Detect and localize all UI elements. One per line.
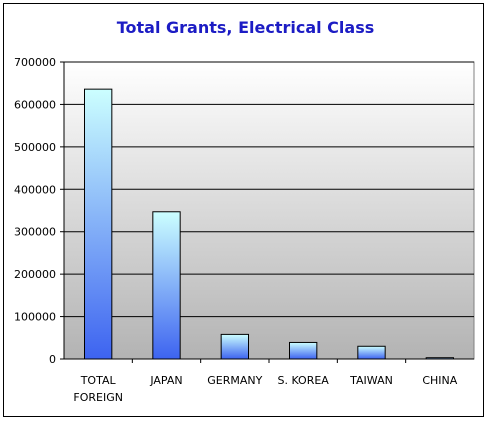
chart-title: Total Grants, Electrical Class: [116, 18, 375, 37]
y-tick-label: 600000: [14, 98, 56, 111]
y-tick-label: 0: [49, 353, 56, 366]
x-tick-label: FOREIGN: [73, 391, 123, 404]
y-tick-label: 500000: [14, 141, 56, 154]
plot-area: [63, 61, 475, 360]
bar: [152, 211, 181, 360]
x-tick-label: GERMANY: [207, 374, 262, 387]
x-tick-label: CHINA: [422, 374, 457, 387]
y-tick-label: 300000: [14, 226, 56, 239]
x-tick-label: TAIWAN: [349, 374, 393, 387]
bar: [425, 357, 454, 360]
bar: [289, 341, 318, 360]
x-tick-label: S. KOREA: [277, 374, 329, 387]
x-tick-label: TOTAL: [80, 374, 117, 387]
bar: [357, 345, 386, 360]
bar: [220, 333, 250, 360]
y-tick-label: 100000: [14, 311, 56, 324]
y-tick-label: 400000: [14, 183, 56, 196]
y-tick-label: 700000: [14, 56, 56, 69]
bar: [84, 88, 113, 360]
y-tick-label: 200000: [14, 268, 56, 281]
x-tick-label: JAPAN: [149, 374, 182, 387]
